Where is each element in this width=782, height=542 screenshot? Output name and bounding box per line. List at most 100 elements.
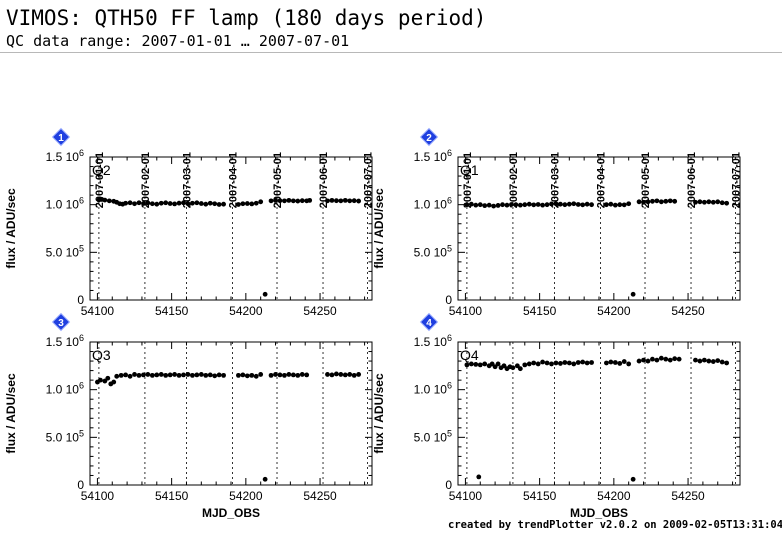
data-point xyxy=(163,200,169,206)
y-tick-label: 5.0 105 xyxy=(46,243,84,259)
data-point xyxy=(676,356,682,362)
data-point xyxy=(163,372,169,378)
data-point xyxy=(236,372,241,378)
data-point xyxy=(141,372,146,378)
x-axis-label: MJD_OBS xyxy=(202,506,260,520)
data-point xyxy=(701,357,707,363)
data-point xyxy=(253,373,259,379)
data-point xyxy=(630,476,636,482)
data-point xyxy=(495,203,501,208)
data-point xyxy=(477,202,483,208)
data-point xyxy=(304,372,310,378)
data-point xyxy=(535,361,541,367)
date-label: 2007-04-01 xyxy=(227,152,239,208)
data-point xyxy=(562,360,568,365)
data-point xyxy=(244,201,250,206)
data-point xyxy=(249,372,255,378)
data-point xyxy=(258,199,264,205)
date-label: 2007-03-01 xyxy=(181,152,193,208)
data-point xyxy=(207,200,213,206)
data-point xyxy=(149,201,155,207)
data-point xyxy=(491,203,497,209)
data-point xyxy=(106,198,112,204)
data-point xyxy=(102,197,108,203)
data-point xyxy=(636,199,642,205)
data-point xyxy=(540,359,545,365)
data-point xyxy=(286,372,292,377)
badge-diamond xyxy=(419,312,439,332)
data-point xyxy=(236,202,241,207)
data-point xyxy=(123,200,129,206)
data-point xyxy=(194,200,200,206)
data-point xyxy=(216,372,222,378)
data-point xyxy=(244,373,250,379)
data-point xyxy=(608,359,614,365)
data-point xyxy=(604,202,609,208)
data-point xyxy=(476,474,482,480)
data-point xyxy=(307,197,313,203)
y-tick-label: 1.5 106 xyxy=(46,148,84,164)
data-point xyxy=(697,199,703,205)
data-point xyxy=(132,372,137,377)
data-point xyxy=(329,197,335,203)
plot-frame xyxy=(89,341,373,486)
date-label: 2007-01-01 xyxy=(94,152,106,208)
data-point xyxy=(654,198,660,204)
data-point xyxy=(468,201,474,207)
data-point xyxy=(262,291,268,297)
data-point xyxy=(190,200,195,206)
data-point xyxy=(203,372,209,378)
y-tick-label: 1.5 106 xyxy=(414,148,452,164)
data-point xyxy=(356,198,362,204)
data-point xyxy=(482,203,488,209)
badge-number: 4 xyxy=(426,318,432,329)
data-point xyxy=(290,198,296,204)
data-point xyxy=(190,372,195,378)
data-point xyxy=(663,198,669,204)
data-point xyxy=(118,372,124,378)
data-point xyxy=(342,372,348,378)
panel-number-badge: 1 xyxy=(51,127,71,147)
data-point xyxy=(338,198,344,204)
data-point xyxy=(473,362,479,367)
data-point xyxy=(526,361,532,367)
data-point xyxy=(535,202,541,207)
data-point xyxy=(566,201,572,207)
data-point xyxy=(295,198,301,204)
data-point xyxy=(154,201,160,207)
x-tick-label: 54200 xyxy=(597,489,631,503)
data-point xyxy=(544,360,550,366)
y-tick-label: 5.0 105 xyxy=(414,428,452,444)
badge-diamond xyxy=(51,312,71,332)
date-label: 2007-05-01 xyxy=(640,152,652,208)
data-point xyxy=(654,357,660,363)
y-tick-label: 5.0 105 xyxy=(414,243,452,259)
y-tick-label: 5.0 105 xyxy=(46,428,84,444)
date-label: 2007-07-01 xyxy=(731,152,743,208)
data-point xyxy=(715,358,721,363)
panel-q1: 54100 54150 54200 54250 0 5.0 105 1.0 106 1.5 1… xyxy=(372,127,743,318)
x-tick-label: 54200 xyxy=(229,489,263,503)
data-point xyxy=(719,359,725,365)
data-point xyxy=(268,198,274,204)
panel-label: Q4 xyxy=(460,347,479,363)
header-divider xyxy=(0,52,782,53)
data-point xyxy=(724,360,730,366)
data-point xyxy=(347,372,353,377)
panel-number-badge: 4 xyxy=(419,312,439,332)
x-tick-label: 54250 xyxy=(671,304,705,318)
date-label: 2007-02-01 xyxy=(508,152,520,208)
data-point xyxy=(249,201,255,207)
data-point xyxy=(580,202,586,208)
data-point xyxy=(253,200,259,206)
y-tick-label: 0 xyxy=(445,478,452,492)
chart-title: VIMOS: QTH50 FF lamp (180 days period) xyxy=(6,6,487,30)
data-point xyxy=(621,202,627,208)
data-point xyxy=(558,201,563,207)
data-point xyxy=(510,365,516,371)
data-point xyxy=(621,359,627,364)
y-axis-label: flux / ADU/sec xyxy=(372,373,386,454)
data-point xyxy=(468,361,474,367)
data-point xyxy=(589,202,594,208)
data-point xyxy=(504,202,510,208)
